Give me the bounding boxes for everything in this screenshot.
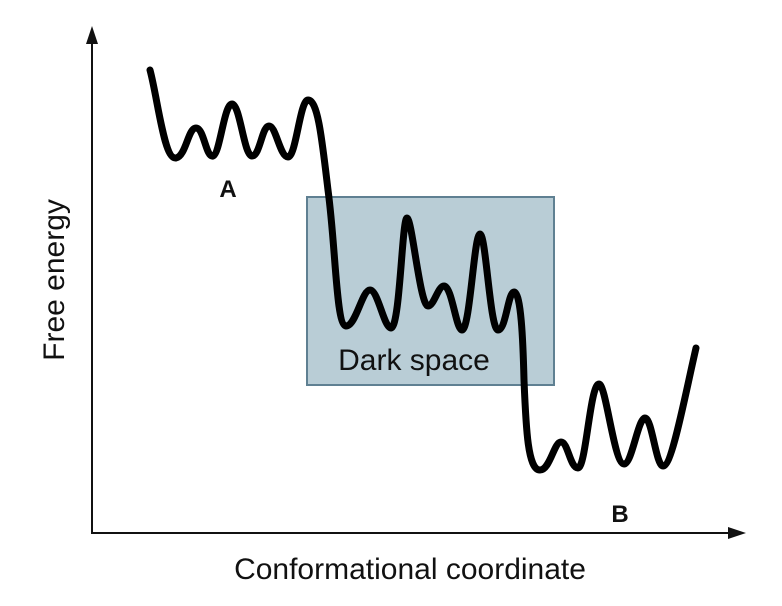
dark-space-label: Dark space	[338, 344, 490, 377]
x-axis-title: Conformational coordinate	[234, 553, 586, 586]
x-axis-arrow-icon	[728, 527, 746, 539]
state-a-label: A	[219, 176, 236, 203]
state-b-label: B	[611, 501, 628, 528]
free-energy-curve	[146, 66, 700, 474]
y-axis-arrow-icon	[86, 26, 98, 44]
y-axis-title: Free energy	[38, 199, 71, 361]
